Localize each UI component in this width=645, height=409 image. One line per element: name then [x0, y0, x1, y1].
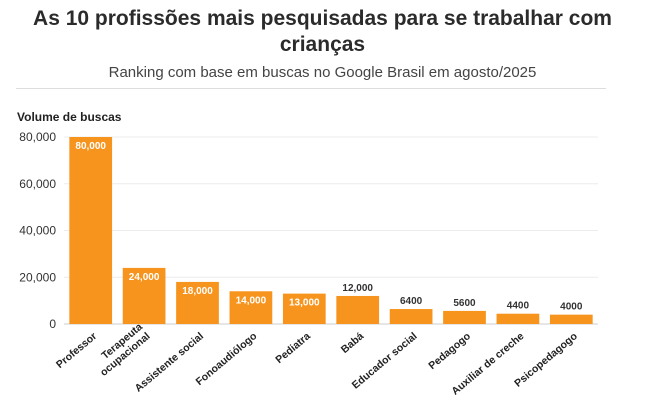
x-tick-label: Professor — [54, 330, 99, 371]
x-tick-label-line: Babá — [339, 330, 367, 356]
data-label: 80,000 — [75, 141, 106, 152]
data-label: 4000 — [560, 302, 583, 313]
x-tick-label: Pedagogo — [426, 330, 473, 372]
y-tick-label: 60,000 — [19, 177, 56, 191]
x-tick-label-line: Professor — [54, 330, 99, 371]
y-axis-label: Volume de buscas — [17, 110, 122, 124]
data-label: 14,000 — [236, 295, 267, 306]
data-label: 6400 — [400, 296, 423, 307]
y-tick-label: 40,000 — [19, 224, 56, 238]
bar — [336, 295, 380, 324]
title-divider — [16, 88, 606, 89]
bar — [389, 309, 433, 324]
data-label: 12,000 — [342, 283, 373, 294]
bar — [176, 281, 219, 324]
x-tick-label: Pediatra — [273, 330, 313, 366]
data-label: 24,000 — [129, 272, 160, 283]
data-label: 5600 — [453, 298, 476, 309]
y-tick-label: 80,000 — [19, 130, 56, 144]
x-tick-label-line: Pedagogo — [426, 330, 473, 372]
chart-subtitle: Ranking com base em buscas no Google Bra… — [108, 64, 537, 81]
bar — [69, 137, 113, 324]
bar — [229, 291, 273, 324]
y-tick-label: 20,000 — [19, 270, 56, 284]
bar — [549, 314, 593, 324]
bar — [443, 310, 486, 324]
data-label: 18,000 — [182, 286, 213, 297]
bar — [282, 293, 326, 324]
bar — [122, 267, 166, 324]
bar — [496, 313, 540, 324]
data-label: 4400 — [507, 301, 530, 312]
y-tick-label: 0 — [49, 317, 56, 331]
chart-title: As 10 profissões mais pesquisadas para s… — [33, 7, 612, 56]
data-label: 13,000 — [289, 298, 320, 309]
x-tick-label: Babá — [339, 330, 367, 356]
x-tick-label-line: Pediatra — [273, 330, 313, 366]
